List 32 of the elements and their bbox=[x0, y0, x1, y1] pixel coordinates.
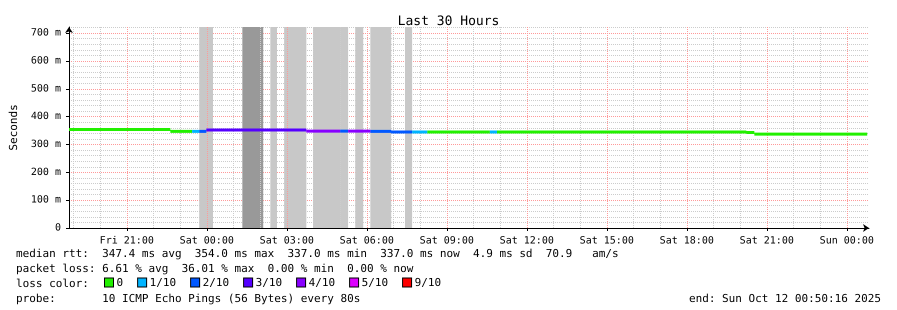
legend-label: 3/10 bbox=[256, 276, 282, 289]
x-tick-label: Sat 21:00 bbox=[740, 236, 794, 246]
legend-label: 5/10 bbox=[362, 276, 388, 289]
x-tick-label: Sat 09:00 bbox=[420, 236, 474, 246]
legend-label: 0 bbox=[116, 276, 124, 289]
y-tick-label: 200 m bbox=[30, 166, 61, 178]
x-tick-label: Sat 06:00 bbox=[340, 236, 394, 246]
text: packet loss: 6.61 % avg 36.01 % max 0.00 % min 0.00 % now bbox=[16, 262, 414, 275]
x-tick-label: Sun 00:00 bbox=[820, 236, 874, 246]
text: probe: 10 ICMP Echo Pings (56 Bytes) every 80s bbox=[16, 292, 360, 305]
x-tick-label: Sat 12:00 bbox=[500, 236, 554, 246]
legend-title: loss color: bbox=[16, 277, 89, 290]
y-axis-title: Seconds bbox=[7, 104, 20, 151]
legend-label: 2/10 bbox=[202, 276, 230, 289]
legend-label: 4/10 bbox=[308, 276, 336, 289]
legend-label: 1/10 bbox=[150, 276, 176, 289]
legend-label: 9/10 bbox=[414, 276, 442, 289]
x-tick-label: Sat 00:00 bbox=[180, 236, 234, 246]
chart-title: Last 30 Hours bbox=[398, 14, 500, 29]
y-tick-label: 700 m bbox=[30, 28, 61, 39]
x-tick-label: Fri 21:00 bbox=[100, 236, 154, 246]
y-tick-label: 100 m bbox=[30, 194, 61, 206]
y-tick-label: 0 bbox=[54, 222, 61, 234]
y-tick-label: 500 m bbox=[30, 83, 61, 94]
text: median rtt: 347.4 ms avg 354.0 ms max 337.0 ms min 337.0 ms now 4.9 ms sd 70.9 am/s bbox=[16, 247, 619, 260]
y-tick-label: 400 m bbox=[30, 111, 61, 122]
x-tick-label: Sat 18:00 bbox=[660, 236, 714, 246]
text: end: Sun Oct 12 00:50:16 2025 bbox=[688, 292, 882, 305]
y-tick-label: 600 m bbox=[30, 55, 61, 66]
x-tick-label: Sat 15:00 bbox=[580, 236, 634, 246]
x-tick-label: Sat 03:00 bbox=[260, 236, 314, 246]
y-tick-label: 300 m bbox=[30, 138, 61, 150]
